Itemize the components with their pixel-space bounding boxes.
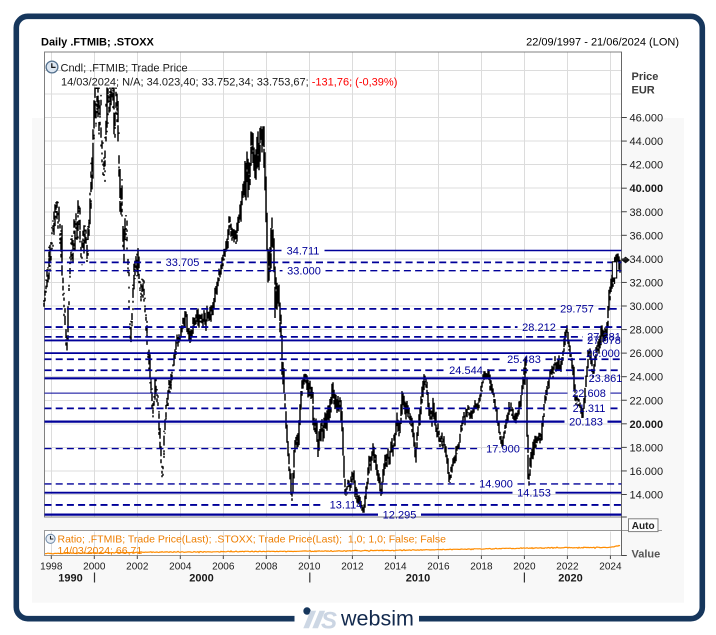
svg-text:36.000: 36.000 [630, 230, 664, 242]
svg-text:2000: 2000 [189, 573, 213, 585]
svg-text:2010: 2010 [406, 573, 430, 585]
svg-text:25.483: 25.483 [507, 354, 541, 366]
svg-text:14.153: 14.153 [517, 488, 551, 500]
svg-text:2004: 2004 [169, 562, 192, 573]
svg-text:14/03/2024; N/A; 34.023,40; 33: 14/03/2024; N/A; 34.023,40; 33.752,34; 3… [61, 77, 397, 89]
svg-text:29.757: 29.757 [560, 304, 594, 316]
svg-text:22.608: 22.608 [572, 388, 606, 400]
svg-text:44.000: 44.000 [630, 136, 664, 148]
svg-text:S: S [321, 607, 337, 634]
svg-text:27.381: 27.381 [587, 332, 621, 344]
svg-text:28.000: 28.000 [630, 325, 664, 337]
svg-text:1998: 1998 [40, 562, 63, 573]
svg-text:EUR: EUR [632, 85, 655, 97]
svg-text:1990: 1990 [58, 573, 82, 585]
svg-text:22.000: 22.000 [630, 395, 664, 407]
svg-text:18.000: 18.000 [630, 442, 664, 454]
svg-text:42.000: 42.000 [630, 160, 664, 172]
svg-text:21.311: 21.311 [573, 403, 606, 415]
svg-text:23.861: 23.861 [589, 373, 623, 385]
svg-text:46.000: 46.000 [630, 113, 664, 125]
svg-text:24.000: 24.000 [630, 372, 664, 384]
svg-text:34.000: 34.000 [630, 254, 664, 266]
svg-text:Value: Value [632, 549, 661, 561]
svg-text:2012: 2012 [341, 562, 364, 573]
svg-text:14.000: 14.000 [630, 490, 664, 502]
svg-text:26.000: 26.000 [630, 348, 664, 360]
svg-text:26.000: 26.000 [586, 348, 620, 360]
svg-text:Cndl; .FTMIB; Trade Price: Cndl; .FTMIB; Trade Price [61, 63, 188, 75]
svg-text:Daily .FTMIB; .STOXX: Daily .FTMIB; .STOXX [41, 37, 155, 49]
svg-text:13.114: 13.114 [330, 500, 363, 512]
svg-text:2006: 2006 [212, 562, 235, 573]
svg-text:20.183: 20.183 [569, 416, 603, 428]
svg-text:14/03/2024; 66,71: 14/03/2024; 66,71 [58, 545, 143, 557]
svg-text:34.711: 34.711 [287, 245, 320, 257]
svg-text:2008: 2008 [255, 562, 278, 573]
svg-text:28.212: 28.212 [522, 322, 556, 334]
svg-text:2016: 2016 [427, 562, 450, 573]
svg-text:38.000: 38.000 [630, 207, 664, 219]
svg-text:2018: 2018 [470, 562, 493, 573]
svg-text:33.705: 33.705 [166, 257, 200, 269]
svg-text:2010: 2010 [298, 562, 321, 573]
svg-text:14.900: 14.900 [479, 479, 513, 491]
svg-text:Price: Price [632, 71, 659, 83]
svg-text:2024: 2024 [599, 562, 622, 573]
svg-text:12.295: 12.295 [383, 509, 417, 521]
svg-text:30.000: 30.000 [630, 301, 664, 313]
svg-text:websim: websim [340, 607, 414, 631]
svg-text:17.900: 17.900 [486, 443, 520, 455]
svg-text:16.000: 16.000 [630, 466, 664, 478]
svg-text:Auto: Auto [632, 521, 655, 532]
svg-text:2002: 2002 [126, 562, 149, 573]
svg-text:2022: 2022 [556, 562, 579, 573]
svg-text:2000: 2000 [83, 562, 106, 573]
svg-text:22/09/1997 - 21/06/2024 (LON): 22/09/1997 - 21/06/2024 (LON) [526, 37, 679, 49]
svg-text:Ratio; .FTMIB; Trade Price(Las: Ratio; .FTMIB; Trade Price(Last); .STOXX… [58, 534, 447, 546]
svg-text:24.544: 24.544 [449, 365, 483, 377]
svg-text:2020: 2020 [513, 562, 536, 573]
svg-text:40.000: 40.000 [630, 183, 664, 195]
svg-text:20.000: 20.000 [630, 419, 664, 431]
svg-text:33.000: 33.000 [287, 265, 321, 277]
svg-text:27.078: 27.078 [587, 335, 621, 347]
svg-text:32.000: 32.000 [630, 277, 664, 289]
svg-text:2020: 2020 [558, 573, 582, 585]
svg-text:2014: 2014 [384, 562, 407, 573]
